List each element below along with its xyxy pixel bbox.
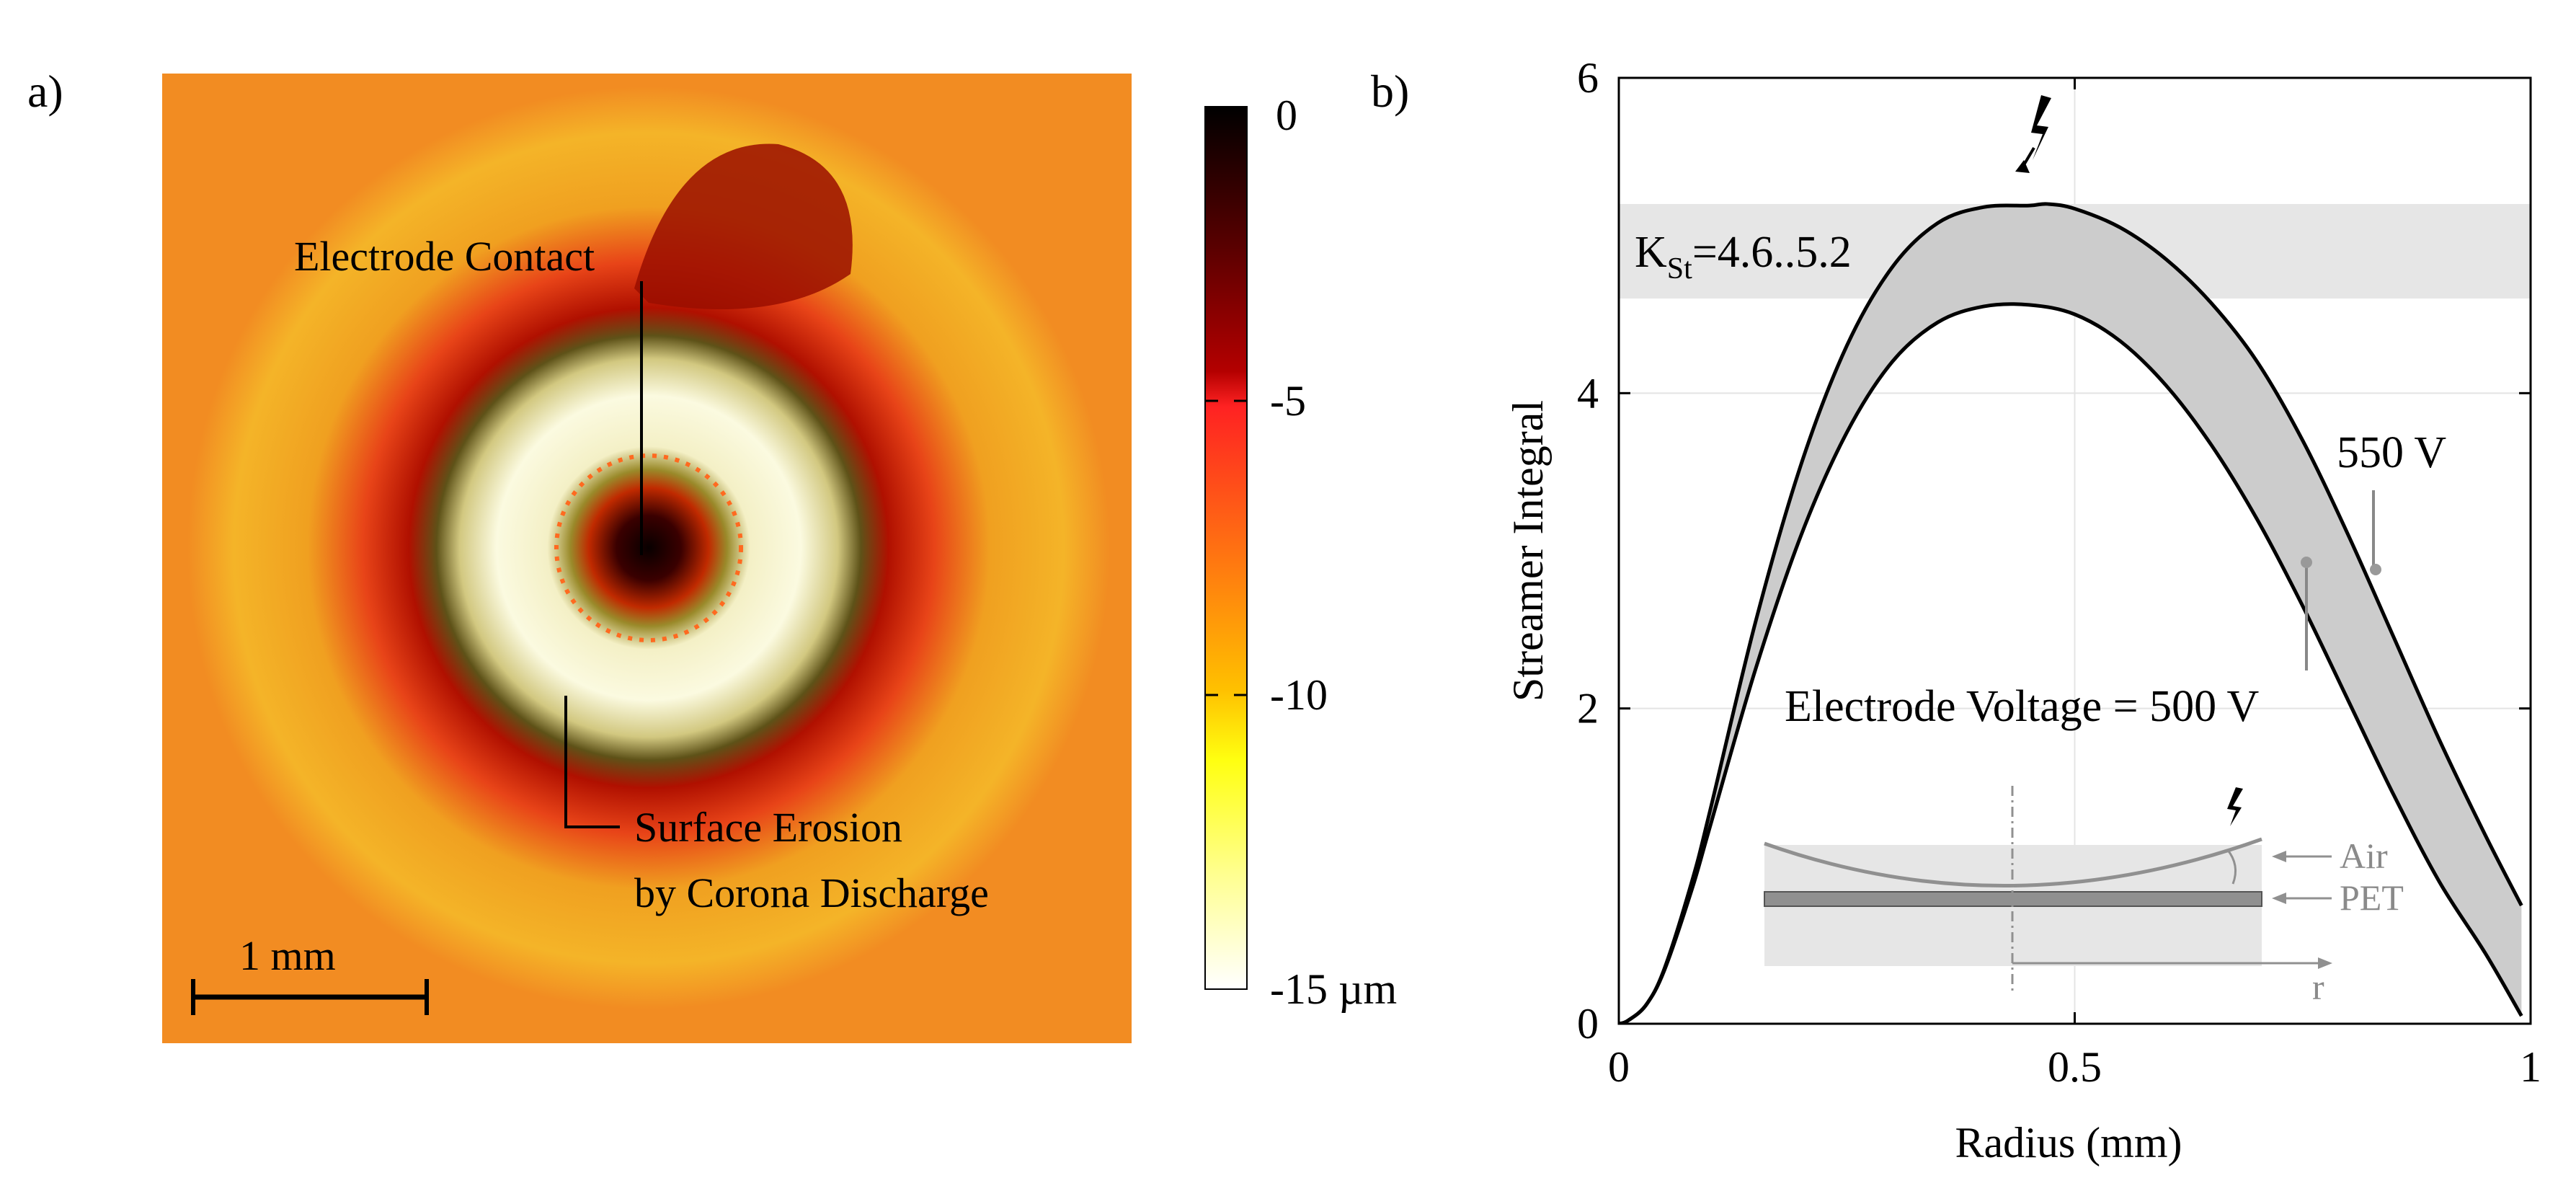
surface-erosion-label-line1: Surface Erosion bbox=[634, 804, 902, 851]
y-tick-label-1: 2 bbox=[1577, 685, 1599, 732]
series-line-550v bbox=[1619, 202, 2523, 1024]
inset-pet-label: PET bbox=[2340, 877, 2404, 918]
inset-r-label: r bbox=[2312, 967, 2324, 1007]
y-tick-label-2: 4 bbox=[1577, 369, 1599, 417]
inset-air-arrow-icon bbox=[2272, 851, 2286, 862]
series-line-500v bbox=[1619, 302, 2523, 1024]
inset-air-label: Air bbox=[2340, 836, 2388, 876]
axis-ticks bbox=[1617, 76, 2532, 1025]
colorbar-ticks bbox=[1205, 399, 1247, 696]
erosion-heatmap-image bbox=[162, 74, 1132, 1043]
series-label-550: 550 V bbox=[2337, 428, 2446, 477]
y-tick-label-0: 0 bbox=[1577, 1000, 1599, 1048]
inset-pet-arrow-icon bbox=[2272, 893, 2286, 904]
x-tick-label-2: 1 bbox=[2520, 1043, 2541, 1091]
scale-bar bbox=[191, 979, 429, 1015]
x-axis-label: Radius (mm) bbox=[1955, 1119, 2182, 1166]
inset-schematic: Air PET r bbox=[1764, 786, 2404, 1007]
lightning-bolt-icon bbox=[2015, 95, 2051, 173]
colorbar-tick-3: -15 µm bbox=[1270, 965, 1397, 1013]
inset-angle-arc bbox=[2226, 849, 2237, 885]
y-tick-label-3: 6 bbox=[1577, 54, 1599, 102]
series-lines bbox=[1619, 202, 2523, 1024]
streamer-fill-between bbox=[1619, 203, 2522, 1024]
axis-tick-labels: 0 0.5 1 0 2 4 6 bbox=[1577, 54, 2541, 1091]
colorbar-tick-1: -5 bbox=[1270, 377, 1306, 425]
panel-a-label: a) bbox=[27, 66, 63, 117]
marker-550 bbox=[2370, 564, 2381, 575]
y-axis-label: Streamer Integral bbox=[1504, 400, 1552, 701]
series-label-500: Electrode Voltage = 500 V bbox=[1785, 682, 2260, 731]
colorbar-tick-2: -10 bbox=[1270, 671, 1328, 719]
surface-erosion-pointer bbox=[564, 696, 620, 828]
inset-streamer-curve bbox=[1764, 837, 2262, 888]
surface-erosion-label-line2: by Corona Discharge bbox=[634, 869, 989, 916]
inset-lightning-icon bbox=[2227, 787, 2243, 826]
marker-500 bbox=[2301, 557, 2312, 568]
colorbar bbox=[1204, 106, 1248, 990]
panel-b-label: b) bbox=[1371, 66, 1409, 117]
inset-r-arrow-icon bbox=[2318, 957, 2332, 969]
kst-label: KSt=4.6..5.2 bbox=[1635, 228, 1852, 285]
x-tick-label-0: 0 bbox=[1608, 1043, 1630, 1091]
electrode-contact-label: Electrode Contact bbox=[294, 233, 595, 280]
colorbar-tick-0: 0 bbox=[1276, 92, 1297, 139]
x-tick-label-1: 0.5 bbox=[2048, 1043, 2102, 1091]
kst-label-subscript: St bbox=[1667, 252, 1692, 285]
scale-bar-label: 1 mm bbox=[239, 932, 336, 979]
